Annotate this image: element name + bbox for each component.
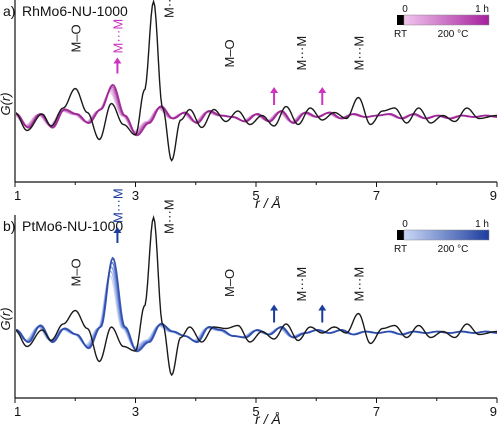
legend-temp-label: 200 °C	[438, 29, 469, 40]
x-tick-label: 9	[490, 404, 497, 419]
arrow-head-icon	[113, 57, 122, 64]
legend-rt-swatch	[397, 230, 404, 240]
annotation-text: M···M	[351, 267, 366, 302]
legend-end-label: 1 h	[475, 4, 489, 15]
annotation-text: M···M	[162, 0, 177, 18]
annotation-label: M···M	[294, 267, 309, 302]
insitu-series-line	[16, 86, 497, 135]
y-axis-label: G(r)	[0, 92, 13, 115]
insitu-series-line	[16, 89, 497, 133]
annotation-label: M···M	[110, 188, 125, 243]
reference-line	[16, 215, 497, 377]
insitu-series-line	[16, 87, 497, 134]
legend: 0 1 h RT 200 °C	[394, 219, 490, 255]
legend-rt-label: RT	[394, 244, 407, 255]
x-axis-label: r / Å	[255, 195, 281, 211]
panel-label: a)	[3, 3, 15, 19]
annotation-arrow	[318, 304, 327, 323]
chart-panel-b: 1 3 5 7 9 r / Å G(r) b) PtMo6-NU-1000 M–O M···M M··…	[0, 188, 498, 427]
annotation-text: M–O	[222, 39, 237, 67]
annotation-label: M···M	[294, 36, 309, 71]
annotation-label: M···M	[162, 199, 177, 234]
chart-title: PtMo6-NU-1000	[22, 218, 123, 234]
legend-rt-swatch	[397, 15, 404, 25]
legend-temp-label: 200 °C	[438, 244, 469, 255]
annotation-text: M···M	[110, 188, 125, 223]
legend-gradient	[403, 14, 490, 26]
annotation-label: M···M	[110, 19, 125, 74]
annotation-text: M···M	[162, 199, 177, 234]
legend-start-label: 0	[402, 219, 408, 230]
curves	[16, 215, 497, 377]
x-axis-label: r / Å	[255, 411, 281, 427]
insitu-series-line	[16, 83, 497, 137]
annotation-text: M···M	[294, 267, 309, 302]
x-tick-label: 5	[252, 404, 259, 419]
legend-gradient	[403, 229, 490, 241]
annotation-label: M···M	[351, 267, 366, 302]
annotation-label: M–O	[68, 24, 83, 52]
annotation-text: M···M	[110, 19, 125, 54]
annotation-label: M–O	[222, 39, 237, 67]
x-tick-label: 7	[373, 188, 380, 203]
x-tick-label: 9	[490, 188, 497, 203]
annotation-text: M–O	[68, 258, 83, 286]
annotation-text: M···M	[294, 36, 309, 71]
legend: 0 1 h RT 200 °C	[394, 4, 490, 40]
insitu-series-line	[16, 256, 497, 353]
annotation-label: M···M	[162, 0, 177, 18]
curves	[16, 0, 497, 162]
chart-title: RhMo6-NU-1000	[22, 3, 128, 19]
legend-start-label: 0	[402, 4, 408, 15]
legend-end-label: 1 h	[475, 219, 489, 230]
annotation-text: M–O	[222, 269, 237, 297]
x-tick-label: 1	[14, 188, 21, 203]
y-axis-label: G(r)	[0, 307, 13, 330]
arrow-head-icon	[270, 87, 279, 93]
legend-rt-label: RT	[394, 29, 407, 40]
annotation-label: M–O	[222, 269, 237, 297]
x-tick-label: 3	[132, 404, 139, 419]
arrow-head-icon	[270, 304, 279, 311]
panel-label: b)	[3, 218, 15, 234]
annotation-arrow	[318, 87, 327, 105]
annotation-arrow	[270, 87, 279, 105]
annotation-arrow	[270, 304, 279, 323]
x-tick-label: 3	[132, 188, 139, 203]
annotation-label: M···M	[351, 36, 366, 71]
x-tick-label: 7	[373, 404, 380, 419]
arrow-head-icon	[318, 304, 327, 311]
annotation-text: M···M	[351, 36, 366, 71]
reference-line	[16, 0, 497, 162]
arrow-head-icon	[318, 87, 327, 93]
annotation-text: M–O	[68, 24, 83, 52]
x-tick-label: 5	[252, 188, 259, 203]
annotation-label: M–O	[68, 258, 83, 286]
chart-panel-a: 1 3 5 7 9 r / Å G(r) a) RhMo6-NU-1000 M–O M···M M··…	[0, 0, 498, 211]
arrow-head-icon	[113, 227, 122, 233]
x-tick-label: 1	[14, 404, 21, 419]
